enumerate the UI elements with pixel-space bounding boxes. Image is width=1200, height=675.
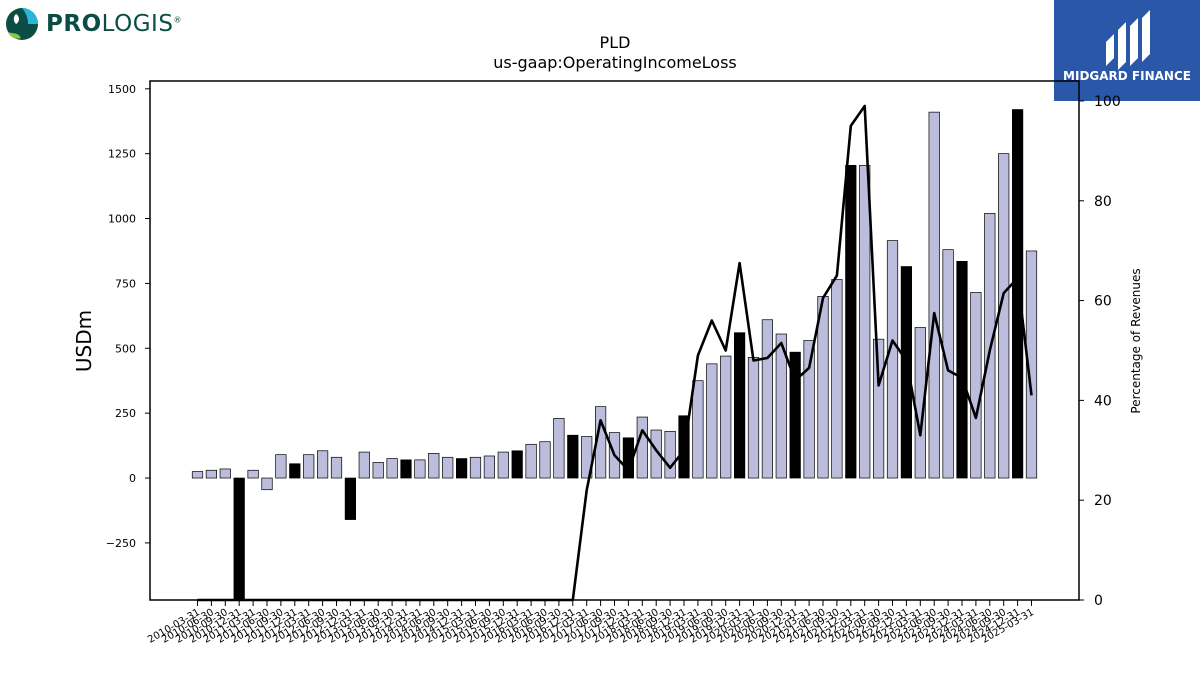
bar-2012-12-31: [344, 477, 356, 520]
chart-title: PLD: [600, 33, 631, 52]
bar-2020-06-30: [761, 319, 774, 479]
y2-axis-label: Percentage of Revenues: [1129, 268, 1143, 413]
bar-2016-12-31: [567, 434, 579, 479]
bar-2023-12-31: [956, 261, 968, 479]
bar-2021-06-30: [817, 296, 829, 479]
bar-2012-09-30: [330, 456, 343, 479]
bar-2010-09-30: [219, 468, 231, 479]
bar-2014-06-30: [428, 453, 440, 479]
bar-2015-06-30: [483, 455, 495, 479]
bar-2011-06-30: [261, 477, 273, 491]
y-tick-label: 750: [115, 277, 136, 290]
bar-2013-09-30: [386, 458, 398, 479]
bar-2013-12-31: [400, 459, 412, 479]
bar-2019-06-30: [706, 363, 718, 479]
bar-2023-06-30: [928, 111, 940, 479]
bar-2021-12-31: [845, 164, 857, 479]
plot-frame: [149, 80, 1080, 601]
bar-2022-12-31: [900, 266, 913, 479]
y-tick-label: 1500: [108, 83, 136, 96]
bar-2018-03-31: [636, 416, 648, 479]
bar-2022-03-31: [859, 164, 871, 479]
y2-tick-label: 60: [1094, 294, 1112, 310]
y-tick-label: 0: [129, 472, 136, 485]
bar-2022-09-30: [886, 240, 899, 479]
y2-tick-label: 0: [1094, 593, 1103, 609]
bar-2014-12-31: [456, 458, 468, 479]
bar-2011-12-31: [289, 463, 301, 479]
bar-2025-03-31: [1025, 250, 1038, 479]
y-tick-label: −250: [106, 537, 136, 550]
bar-2014-09-30: [442, 456, 454, 479]
y2-tick-label: 100: [1094, 94, 1121, 110]
bar-2011-09-30: [275, 454, 287, 479]
bar-2023-09-30: [942, 249, 954, 479]
bar-2018-09-30: [664, 430, 676, 479]
bar-2013-06-30: [372, 462, 384, 479]
globe-icon: [6, 8, 38, 40]
bar-2010-03-31: [191, 471, 204, 479]
y-tick-label: 1000: [108, 213, 136, 226]
bar-2021-09-30: [831, 279, 843, 479]
bar-2014-03-31: [414, 459, 426, 479]
bar-2020-12-31: [789, 351, 801, 479]
bar-2021-03-31: [803, 340, 815, 479]
bar-2018-06-30: [650, 429, 662, 479]
bar-2010-12-31: [233, 477, 245, 601]
prologis-logo: PROLOGIS®: [4, 4, 194, 44]
bar-2013-03-31: [358, 451, 370, 479]
bar-2019-09-30: [720, 355, 732, 479]
bar-2010-06-30: [205, 469, 217, 479]
midgard-brand-name: MIDGARD FINANCE: [1063, 69, 1191, 83]
chart-subtitle: us-gaap:OperatingIncomeLoss: [493, 53, 737, 72]
bar-2016-03-31: [525, 443, 537, 479]
bar-2011-03-31: [247, 469, 259, 479]
bar-2016-06-30: [539, 441, 551, 479]
bar-2020-09-30: [775, 333, 787, 479]
bar-2012-06-30: [317, 450, 329, 479]
bar-2024-09-30: [998, 153, 1010, 479]
y-axis-label: USDm: [72, 310, 96, 372]
y-tick-label: 500: [115, 342, 136, 355]
y-tick-label: 250: [115, 407, 136, 420]
midgard-emblem-icon: [1106, 10, 1150, 70]
bar-2020-03-31: [747, 357, 760, 479]
bar-2012-03-31: [303, 454, 315, 479]
y2-tick-label: 40: [1094, 393, 1112, 409]
bar-2024-12-31: [1011, 109, 1024, 479]
bar-2019-12-31: [733, 332, 746, 479]
bar-2015-09-30: [497, 451, 509, 479]
bar-2016-09-30: [553, 418, 565, 479]
bar-2024-03-31: [970, 292, 982, 479]
bar-2015-12-31: [511, 450, 523, 479]
y2-tick-label: 80: [1094, 194, 1112, 210]
prologis-wordmark: PROLOGIS®: [46, 11, 182, 37]
bar-2019-03-31: [692, 380, 704, 479]
bar-2022-06-30: [872, 338, 885, 479]
y-tick-label: 1250: [108, 148, 136, 161]
y2-tick-label: 20: [1094, 493, 1112, 509]
bar-2015-03-31: [469, 456, 482, 479]
